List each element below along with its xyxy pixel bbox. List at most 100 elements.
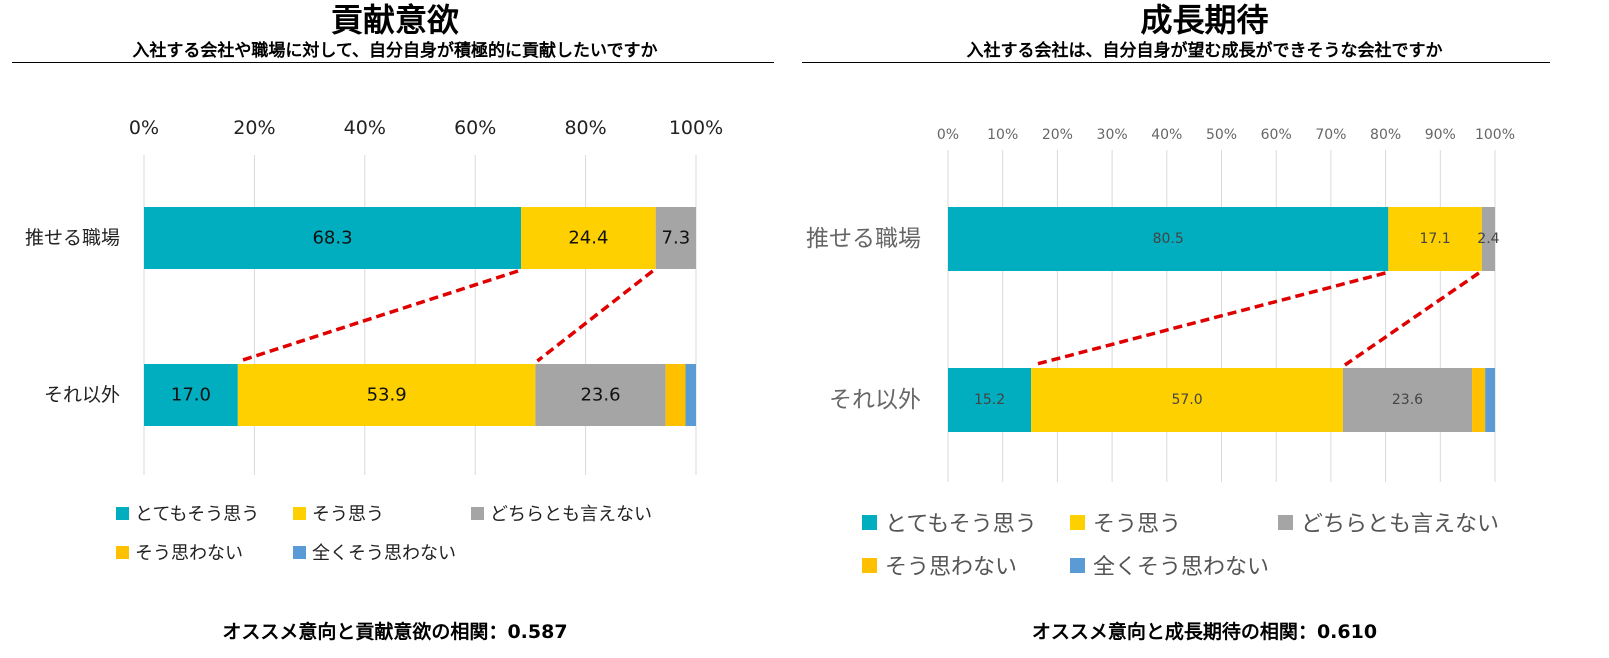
legend-label: どちらとも言えない (1301, 512, 1500, 537)
x-tick-label: 50% (1206, 127, 1237, 143)
correlation-value: 0.587 (507, 621, 568, 643)
x-tick-label: 40% (344, 117, 386, 139)
bar-segment (685, 364, 696, 426)
legend-label: 全くそう思わない (312, 543, 456, 564)
bar-segment (1388, 207, 1482, 271)
x-tick-label: 100% (1475, 127, 1515, 143)
x-tick-label: 20% (1042, 127, 1073, 143)
correlation-label: オススメ意向と成長期待の相関 (1031, 621, 1298, 643)
legend-item: とてもそう思う (862, 506, 1037, 538)
legend-item: どちらとも言えない (471, 500, 652, 526)
data-label: 23.6 (580, 385, 620, 406)
x-tick-label: 20% (233, 117, 275, 139)
x-tick-label: 70% (1315, 127, 1346, 143)
legend-label: 全くそう思わない (1093, 555, 1270, 580)
category-label: それ以外 (44, 384, 120, 406)
legend-swatch (116, 545, 129, 559)
legend-item: そう思う (293, 500, 384, 526)
legend-item: とてもそう思う (116, 500, 259, 526)
x-tick-label: 60% (1261, 127, 1292, 143)
legend-swatch (1070, 557, 1085, 573)
x-tick-label: 100% (669, 117, 723, 139)
data-label: 68.3 (312, 228, 352, 249)
x-tick-label: 30% (1097, 127, 1128, 143)
bar-segment (665, 364, 686, 426)
legend-swatch (116, 506, 129, 520)
legend-swatch (862, 514, 877, 530)
connector-line (239, 269, 519, 363)
bar-segment (1485, 368, 1495, 432)
legend-label: そう思わない (135, 543, 243, 564)
bar-segment (1031, 368, 1343, 432)
bar-segment (237, 364, 536, 426)
correlation-caption: オススメ意向と成長期待の相関：0.610 (800, 617, 1609, 644)
category-label: 推せる職場 (806, 226, 921, 252)
connector-line (536, 269, 654, 363)
growth-panel: 成長期待 入社する会社は、自分自身が望む成長ができそうな会社ですか 0% 10% 2… (800, 0, 1609, 658)
bar-segment (144, 364, 238, 426)
data-label: 17.1 (1420, 231, 1451, 247)
connector-line (1343, 271, 1480, 367)
bar-segment (1342, 368, 1473, 432)
data-label: 2.4 (1477, 231, 1499, 247)
x-tick-label: 40% (1151, 127, 1182, 143)
bar-segment (948, 207, 1389, 271)
legend-item: そう思わない (862, 549, 1017, 581)
legend-item: そう思わない (116, 539, 243, 565)
data-label: 7.3 (662, 228, 691, 249)
correlation-label: オススメ意向と貢献意欲の相関 (222, 621, 489, 643)
legend-label: とてもそう思う (135, 504, 260, 525)
chart-subtitle: 入社する会社は、自分自身が望む成長ができそうな会社ですか (966, 41, 1443, 61)
x-tick-label: 80% (1370, 127, 1401, 143)
legend-label: そう思う (312, 504, 384, 525)
data-label: 57.0 (1171, 392, 1202, 408)
x-tick-label: 0% (937, 127, 959, 143)
legend-swatch (862, 557, 877, 573)
bar-segment (144, 207, 522, 269)
growth-chart: 0% 10% 20% 30% 40% 50% 60% 70% 80% 90% 100% 80.5 17.… (806, 127, 1515, 482)
correlation-value: 0.610 (1316, 621, 1378, 643)
bar-segment (535, 364, 666, 426)
x-tick-label: 10% (987, 127, 1018, 143)
bar-segment (521, 207, 656, 269)
chart-title: 成長期待 (1140, 1, 1269, 39)
bar-segment (1472, 368, 1486, 432)
bar-segment (948, 368, 1032, 432)
contribution-chart: 0% 20% 40% 60% 80% 100% 68.3 24.4 7.3 推せる職場 17.0 53… (25, 117, 723, 475)
legend-item: 全くそう思わない (1070, 549, 1269, 581)
legend-item: 全くそう思わない (293, 539, 456, 565)
correlation-caption: オススメ意向と貢献意欲の相関：0.587 (0, 617, 790, 644)
bar-segment (655, 207, 696, 269)
contribution-panel: 貢献意欲 入社する会社や職場に対して、自分自身が積極的に貢献したいですか 0% 2… (0, 0, 790, 658)
title-divider (12, 62, 774, 63)
bar-segment (1481, 207, 1495, 271)
legend-item: どちらとも言えない (1278, 506, 1499, 538)
x-tick-label: 60% (454, 117, 496, 139)
correlation-separator: ： (488, 621, 508, 643)
category-label: それ以外 (829, 387, 921, 413)
legend-label: どちらとも言えない (490, 504, 652, 525)
category-label: 推せる職場 (25, 227, 120, 249)
legend-swatch (471, 506, 484, 520)
x-tick-label: 90% (1425, 127, 1456, 143)
x-tick-label: 0% (129, 117, 159, 139)
legend-swatch (293, 506, 306, 520)
title-divider (802, 62, 1550, 63)
x-tick-label: 80% (564, 117, 606, 139)
data-label: 23.6 (1392, 392, 1423, 408)
connector-line (1032, 271, 1386, 367)
data-label: 17.0 (171, 385, 211, 406)
legend-swatch (1070, 514, 1085, 530)
data-label: 24.4 (568, 228, 608, 249)
legend-swatch (293, 545, 306, 559)
data-label: 80.5 (1153, 231, 1184, 247)
legend-item: そう思う (1070, 506, 1181, 538)
correlation-separator: ： (1297, 621, 1317, 643)
chart-title: 貢献意欲 (330, 1, 459, 39)
legend-label: そう思う (1093, 512, 1182, 537)
chart-subtitle: 入社する会社や職場に対して、自分自身が積極的に貢献したいですか (132, 41, 658, 61)
data-label: 53.9 (367, 385, 407, 406)
legend-label: そう思わない (885, 555, 1018, 580)
legend-label: とてもそう思う (885, 512, 1037, 537)
legend-swatch (1278, 514, 1293, 530)
